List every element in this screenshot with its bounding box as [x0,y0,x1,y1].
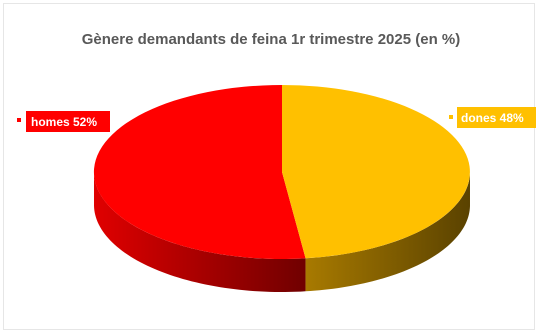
pie-side-homes [94,172,306,292]
pie-sides [94,172,470,292]
data-label-homes: homes 52% [31,115,97,129]
label-box-homes [26,111,110,132]
slice-label-homes: homes 52% [17,111,110,132]
label-marker-dones [449,115,453,119]
label-box-dones [457,107,536,128]
pie-slice-homes [93,84,306,259]
label-marker-homes [17,118,21,122]
chart-title: Gènere demandants de feina 1r trimestre … [82,31,460,48]
pie-tops [93,84,470,259]
pie-slice-dones [282,85,470,259]
pie-side-dones [305,173,470,292]
data-label-dones: dones 48% [461,111,524,125]
slice-label-dones: dones 48% [449,107,536,128]
